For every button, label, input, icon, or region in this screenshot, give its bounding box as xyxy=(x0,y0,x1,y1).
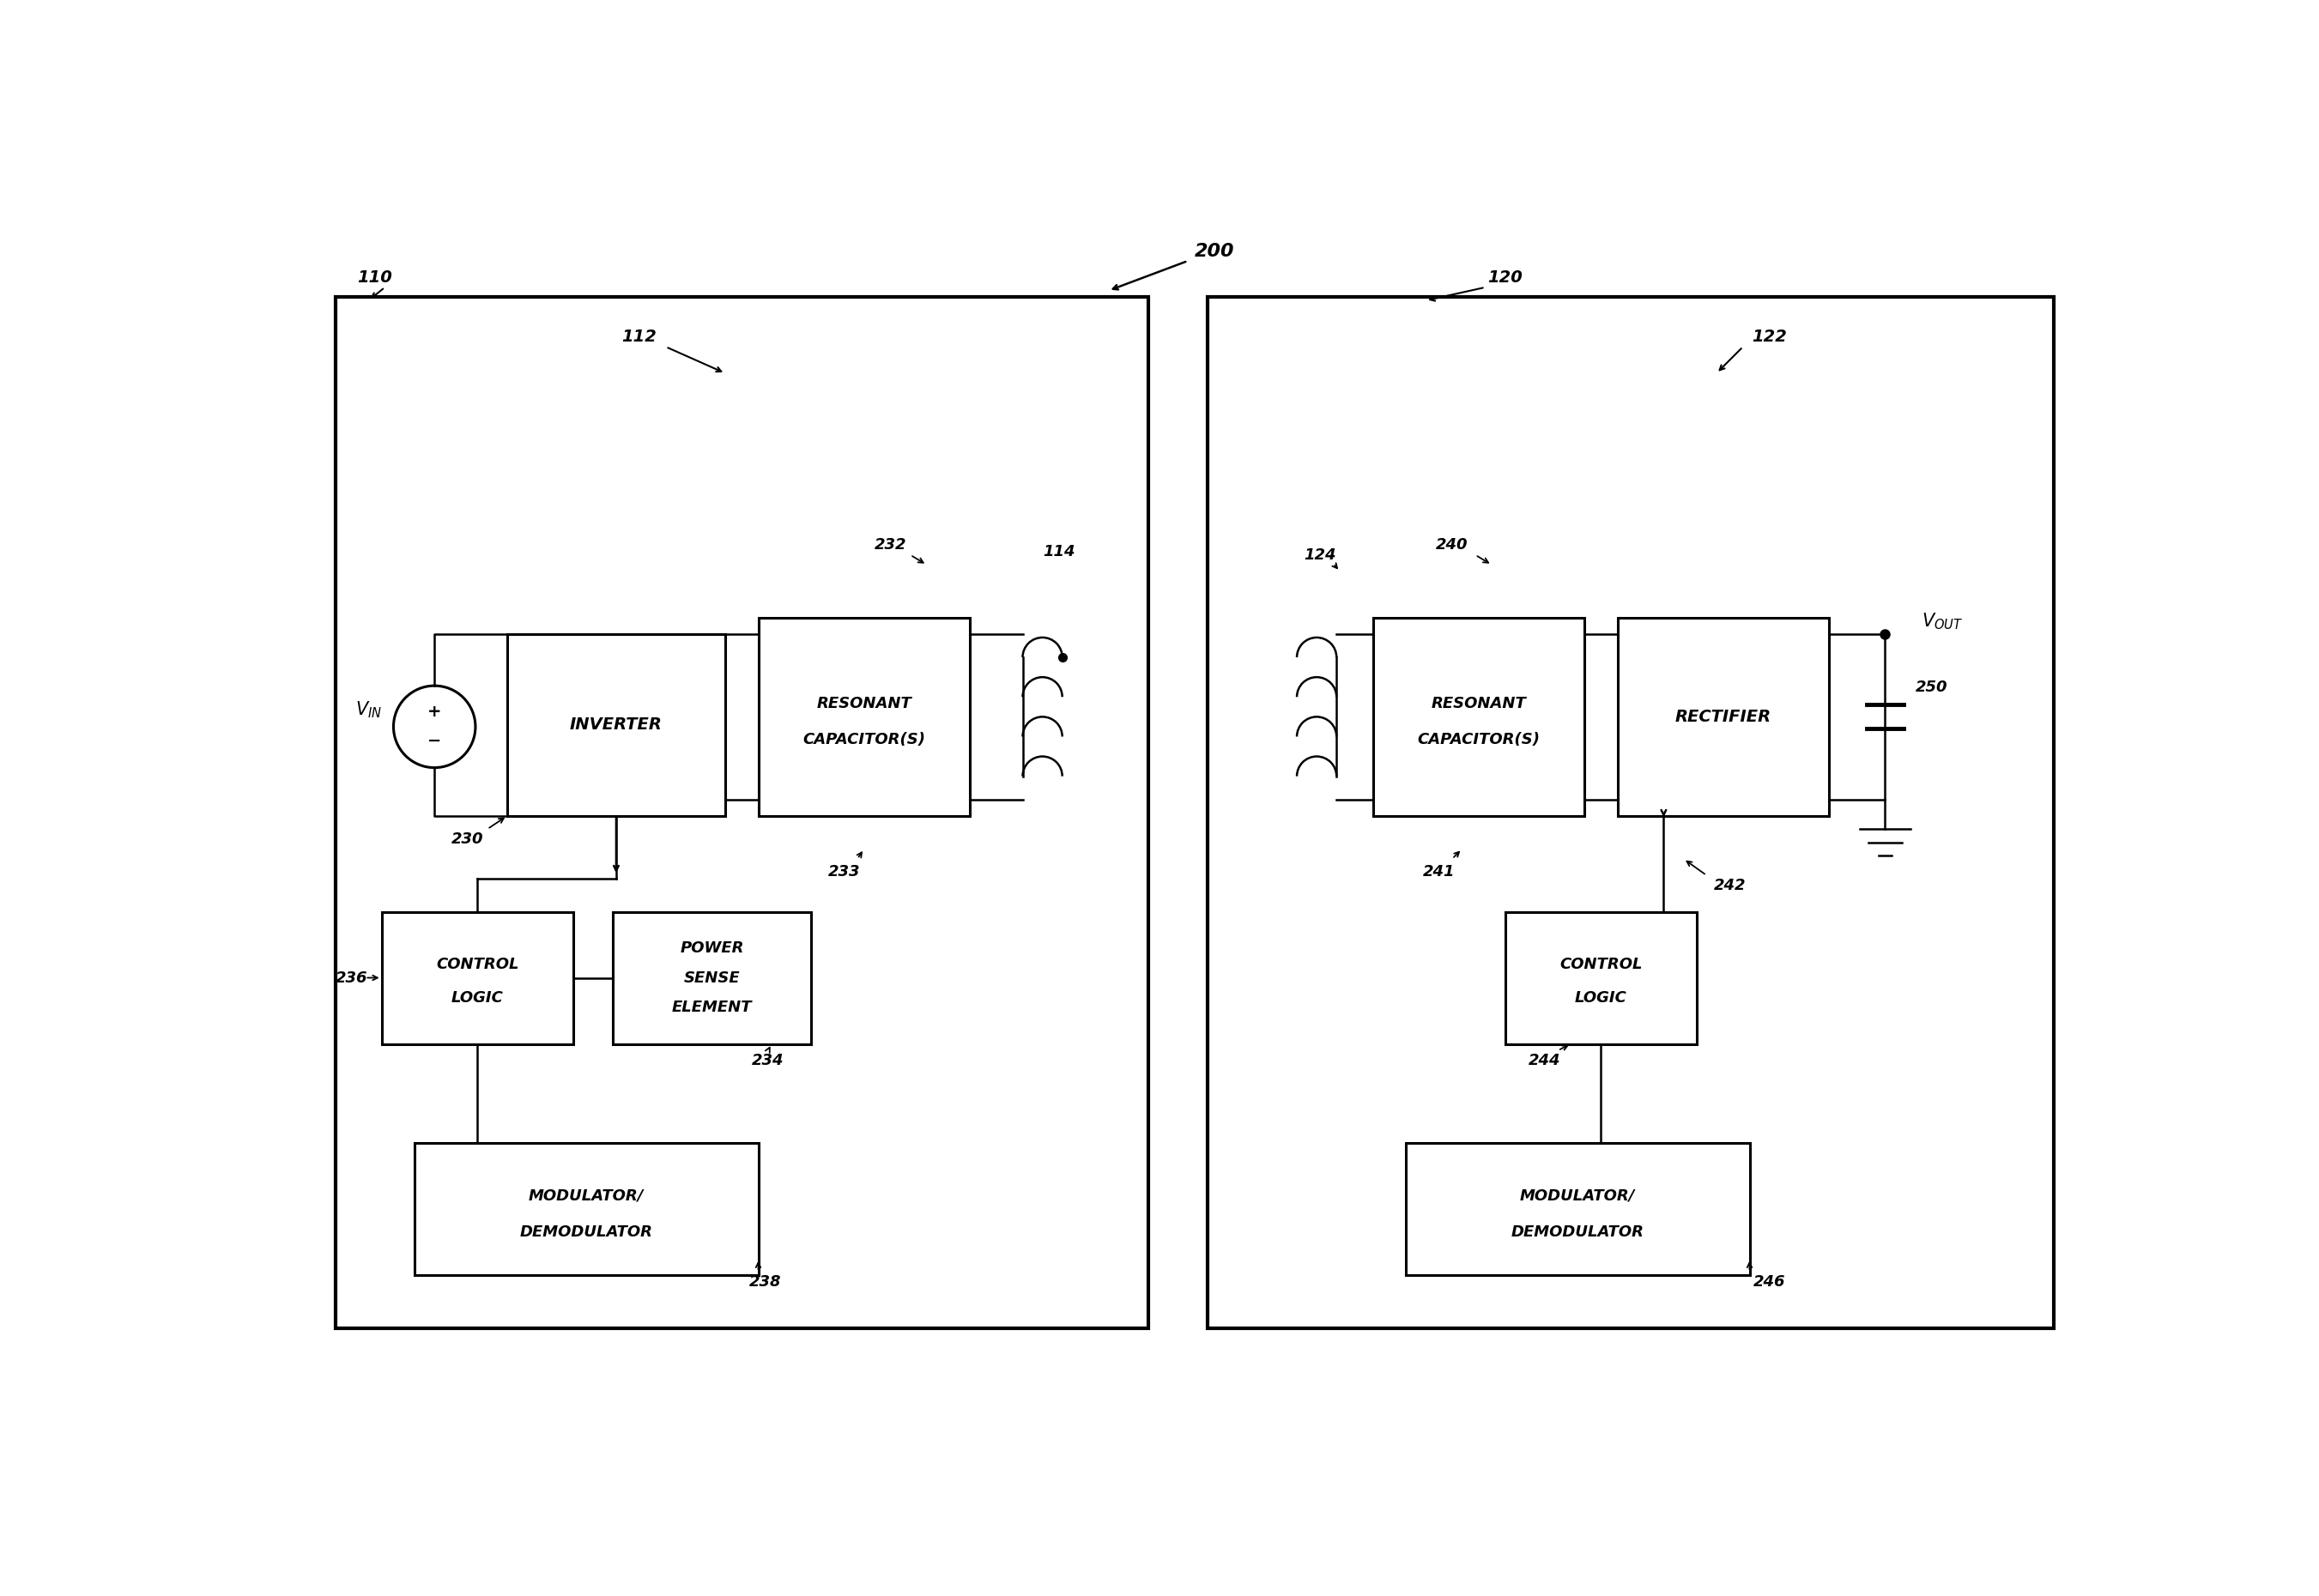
Text: 114: 114 xyxy=(1044,544,1076,559)
Text: $V_{IN}$: $V_{IN}$ xyxy=(355,701,383,720)
FancyBboxPatch shape xyxy=(336,297,1148,1328)
Text: 234: 234 xyxy=(751,1053,784,1068)
Text: ELEMENT: ELEMENT xyxy=(673,999,751,1015)
Text: 244: 244 xyxy=(1528,1053,1561,1068)
FancyBboxPatch shape xyxy=(1616,618,1830,816)
FancyBboxPatch shape xyxy=(1405,1143,1749,1275)
FancyBboxPatch shape xyxy=(508,634,726,816)
Text: 240: 240 xyxy=(1435,538,1468,552)
Text: SENSE: SENSE xyxy=(684,970,740,985)
Text: −: − xyxy=(427,733,441,750)
Text: LOGIC: LOGIC xyxy=(452,990,503,1005)
Text: 230: 230 xyxy=(452,832,485,847)
Text: RECTIFIER: RECTIFIER xyxy=(1674,709,1772,725)
Text: 250: 250 xyxy=(1915,680,1948,694)
Text: CONTROL: CONTROL xyxy=(1558,958,1642,972)
Text: 242: 242 xyxy=(1714,878,1746,894)
Text: 233: 233 xyxy=(828,865,860,879)
FancyBboxPatch shape xyxy=(744,562,1102,852)
Text: 112: 112 xyxy=(621,329,656,345)
Text: 124: 124 xyxy=(1303,547,1336,563)
FancyBboxPatch shape xyxy=(758,618,969,816)
Text: 246: 246 xyxy=(1753,1274,1786,1290)
Text: POWER: POWER xyxy=(679,940,744,956)
FancyBboxPatch shape xyxy=(1241,562,1709,852)
FancyBboxPatch shape xyxy=(1208,297,2055,1328)
Text: DEMODULATOR: DEMODULATOR xyxy=(1512,1224,1644,1240)
FancyBboxPatch shape xyxy=(612,911,812,1044)
Text: MODULATOR/: MODULATOR/ xyxy=(1519,1187,1635,1203)
FancyBboxPatch shape xyxy=(1505,911,1698,1044)
Text: CONTROL: CONTROL xyxy=(436,958,519,972)
Text: DEMODULATOR: DEMODULATOR xyxy=(519,1224,654,1240)
Text: 238: 238 xyxy=(749,1274,782,1290)
Text: CAPACITOR(S): CAPACITOR(S) xyxy=(802,733,925,747)
Text: INVERTER: INVERTER xyxy=(570,717,663,733)
Text: RESONANT: RESONANT xyxy=(816,696,911,712)
Text: 120: 120 xyxy=(1486,270,1524,286)
Text: $V_{OUT}$: $V_{OUT}$ xyxy=(1922,611,1962,630)
Text: MODULATOR/: MODULATOR/ xyxy=(529,1187,645,1203)
Text: 241: 241 xyxy=(1424,865,1454,879)
Text: 200: 200 xyxy=(1194,243,1234,260)
Text: RESONANT: RESONANT xyxy=(1431,696,1526,712)
FancyBboxPatch shape xyxy=(1373,618,1584,816)
FancyBboxPatch shape xyxy=(383,911,573,1044)
Text: +: + xyxy=(427,704,441,720)
Text: 122: 122 xyxy=(1751,329,1788,345)
Text: 110: 110 xyxy=(357,270,392,286)
Text: CAPACITOR(S): CAPACITOR(S) xyxy=(1417,733,1540,747)
Text: 232: 232 xyxy=(874,538,907,552)
FancyBboxPatch shape xyxy=(415,1143,758,1275)
Text: LOGIC: LOGIC xyxy=(1575,990,1628,1005)
Text: 236: 236 xyxy=(336,970,369,985)
